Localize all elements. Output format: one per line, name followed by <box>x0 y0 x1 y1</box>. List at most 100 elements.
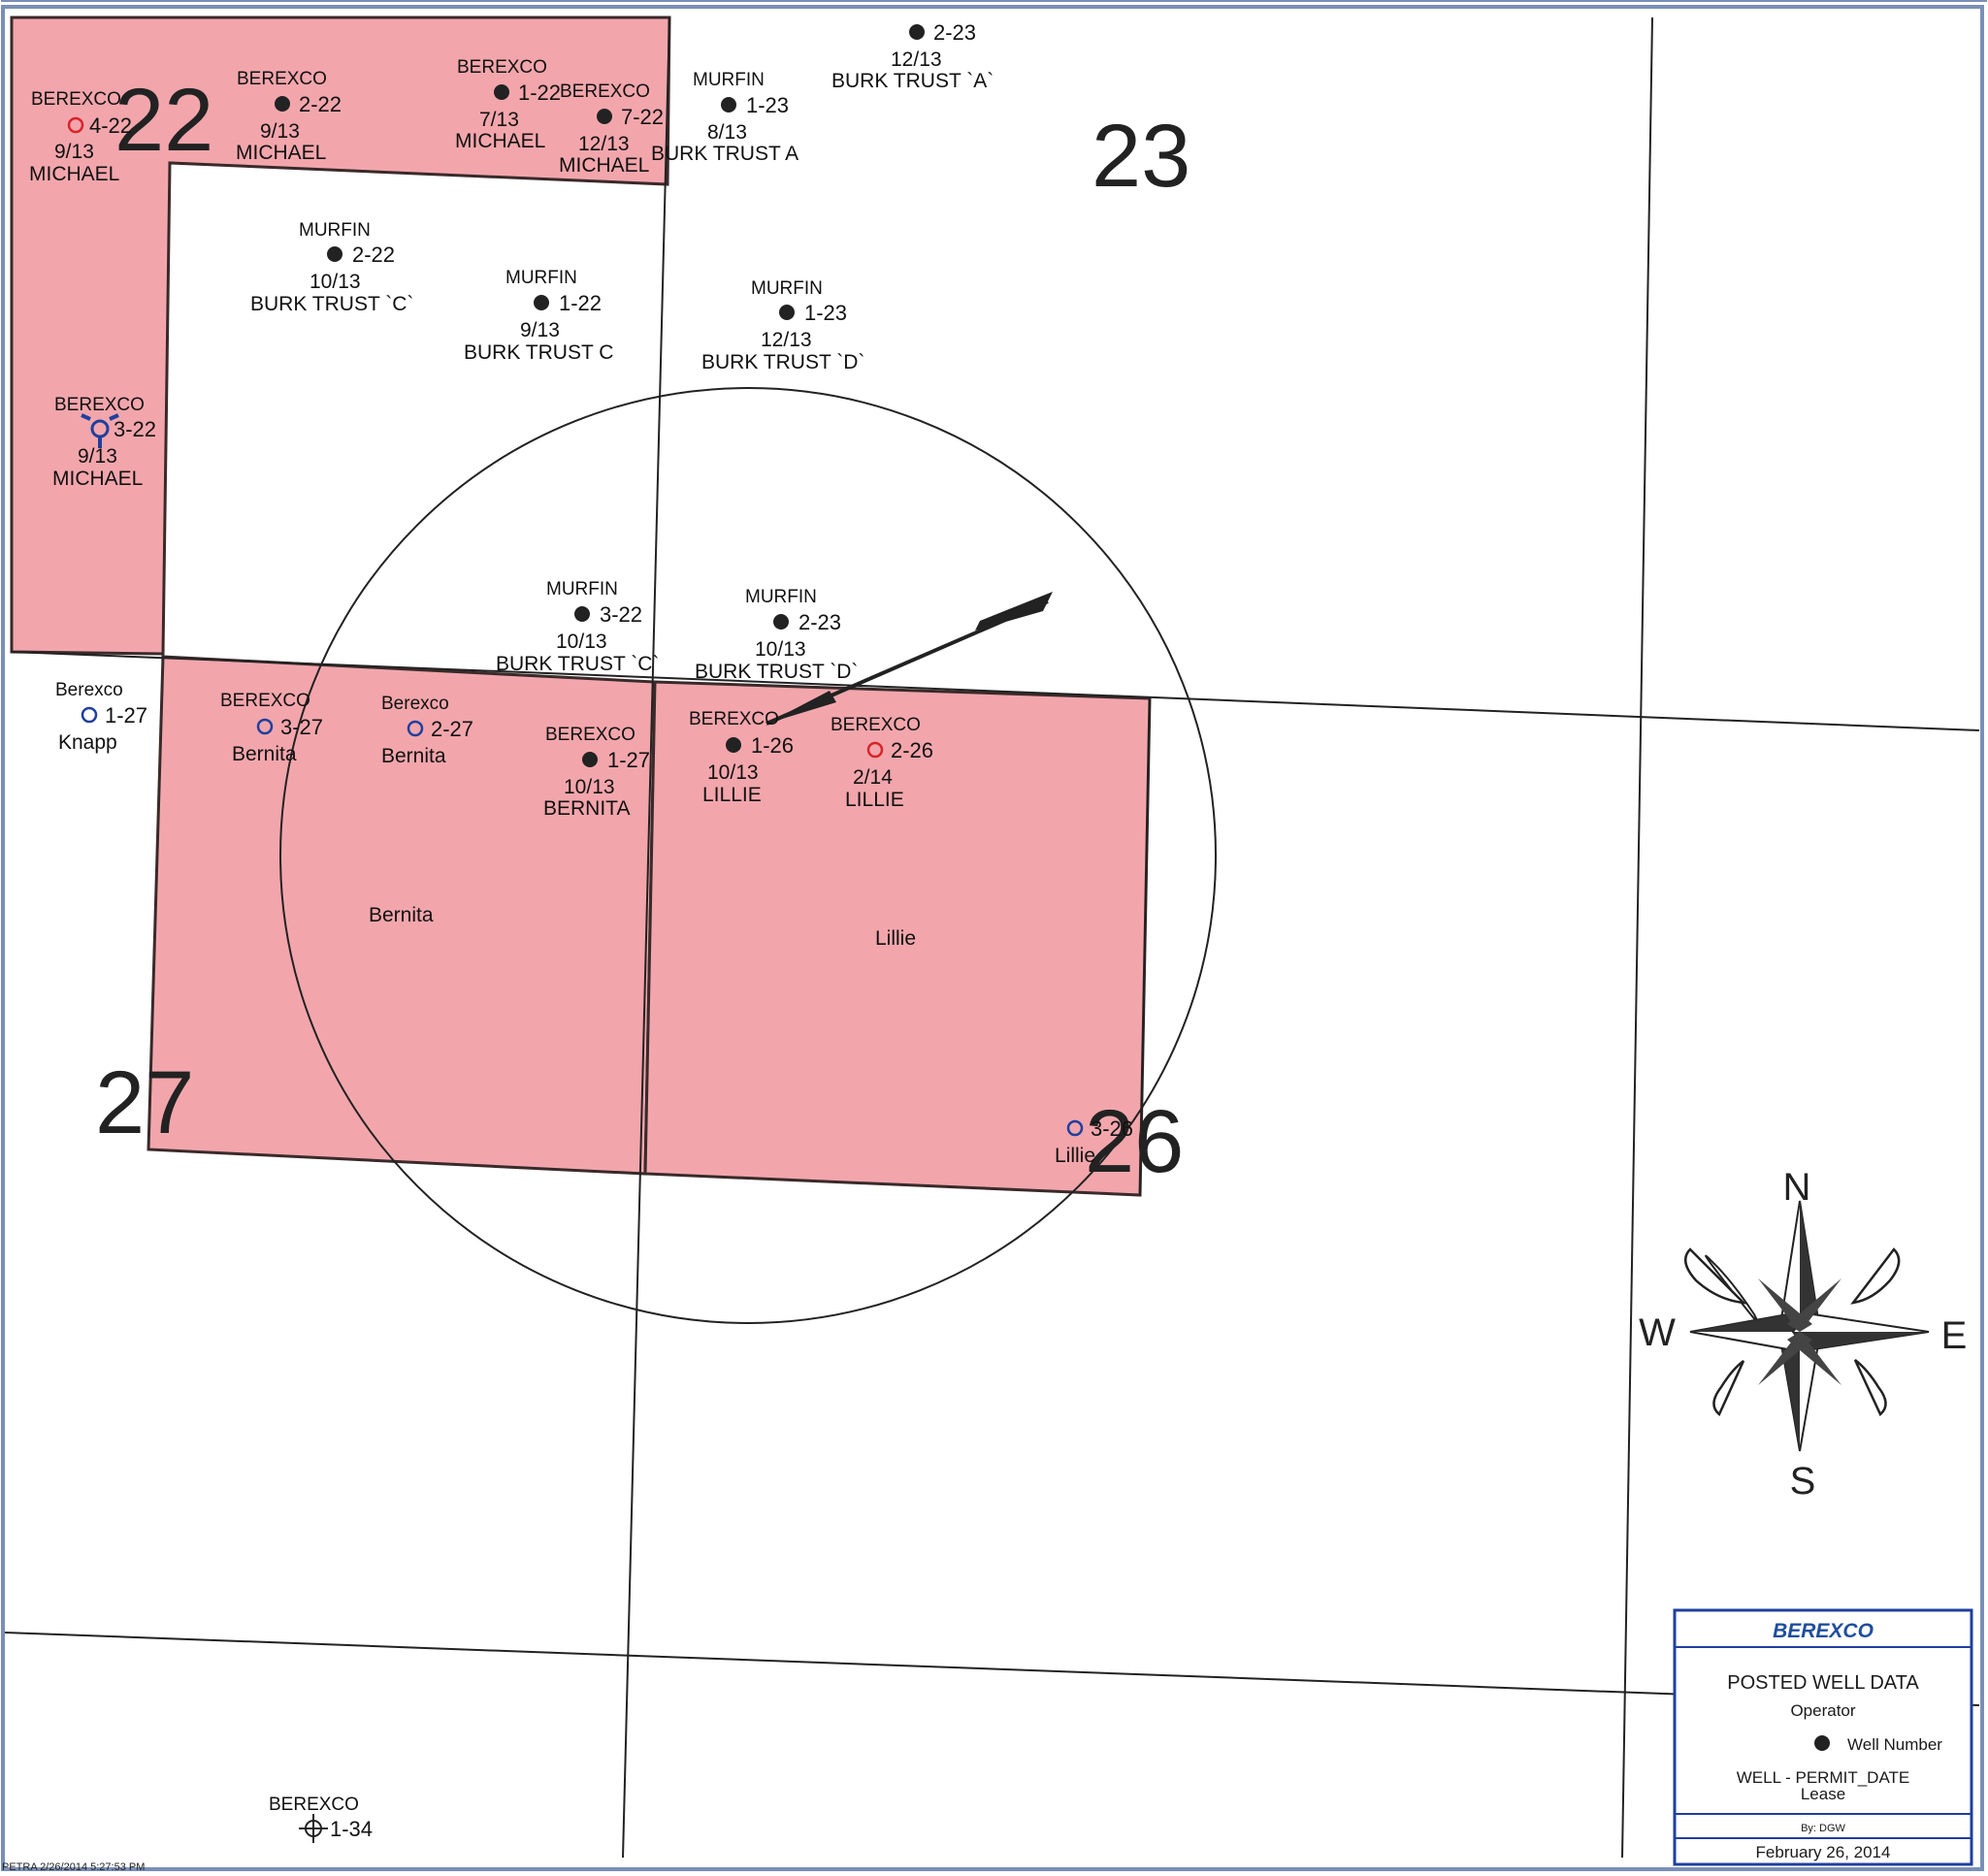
well-4-22[interactable]: BEREXCO 4-22 9/13 MICHAEL <box>29 89 132 185</box>
svg-text:7-22: 7-22 <box>621 105 664 129</box>
svg-text:1-27: 1-27 <box>607 748 650 772</box>
svg-text:Knapp: Knapp <box>58 731 117 754</box>
oil-well-icon <box>582 752 598 767</box>
map-frame <box>1 5 1984 1871</box>
footer-stamp: PETRA 2/26/2014 5:27:53 PM <box>2 1861 145 1873</box>
section-number: 27 <box>95 1053 194 1152</box>
well-2-23-burk-trust-a[interactable]: 2-23 12/13 BURK TRUST `A` <box>831 20 994 92</box>
svg-text:Berexco: Berexco <box>381 694 449 714</box>
oil-well-icon <box>909 24 925 40</box>
permit-well-icon <box>67 116 84 134</box>
well-2-27[interactable]: Berexco 2-27 Bernita <box>381 694 473 767</box>
lease-label: Lillie <box>875 927 916 950</box>
well-2-22-berexco[interactable]: BEREXCO 2-22 9/13 MICHAEL <box>236 69 342 164</box>
svg-text:7/13: 7/13 <box>479 109 519 131</box>
compass-south: S <box>1790 1460 1816 1503</box>
svg-text:2/14: 2/14 <box>853 766 893 789</box>
section-grid <box>4 16 1980 1859</box>
svg-text:MICHAEL: MICHAEL <box>559 154 649 177</box>
svg-text:MICHAEL: MICHAEL <box>236 142 326 164</box>
svg-text:MICHAEL: MICHAEL <box>455 130 545 152</box>
svg-text:Lillie: Lillie <box>1055 1145 1095 1167</box>
svg-text:BURK TRUST `A`: BURK TRUST `A` <box>831 70 994 92</box>
svg-text:12/13: 12/13 <box>578 133 630 155</box>
well-1-23-burk-trust-a[interactable]: MURFIN 1-23 8/13 BURK TRUST A <box>651 70 798 165</box>
compass-east: E <box>1941 1314 1968 1357</box>
svg-text:8/13: 8/13 <box>707 121 747 144</box>
map-date: February 26, 2014 <box>1756 1843 1891 1861</box>
oil-well-icon <box>275 96 290 112</box>
svg-text:MICHAEL: MICHAEL <box>29 163 119 185</box>
svg-text:2-26: 2-26 <box>891 738 933 762</box>
svg-text:BEREXCO: BEREXCO <box>831 715 921 735</box>
svg-text:4-22: 4-22 <box>89 113 132 138</box>
svg-text:12/13: 12/13 <box>761 329 812 351</box>
section-number: 23 <box>1092 107 1190 206</box>
lease-label: Bernita <box>369 904 434 926</box>
dry-hole-icon <box>299 1814 328 1843</box>
svg-text:BEREXCO: BEREXCO <box>269 1795 359 1815</box>
svg-text:BEREXCO: BEREXCO <box>31 89 121 110</box>
well-1-22-berexco[interactable]: BEREXCO 1-22 7/13 MICHAEL <box>455 57 561 152</box>
svg-text:Bernita: Bernita <box>232 743 297 765</box>
svg-text:9/13: 9/13 <box>78 445 117 468</box>
oil-well-icon <box>597 109 612 124</box>
well-2-22-murfin[interactable]: MURFIN 2-22 10/13 BURK TRUST `C` <box>250 220 413 315</box>
svg-text:BEREXCO: BEREXCO <box>689 709 779 729</box>
svg-text:3-22: 3-22 <box>114 417 156 441</box>
compass-rose: N S E W <box>1639 1166 1967 1503</box>
oil-well-icon <box>773 614 789 630</box>
svg-text:3-27: 3-27 <box>280 715 323 739</box>
svg-text:BEREXCO: BEREXCO <box>545 725 636 745</box>
svg-text:9/13: 9/13 <box>520 319 560 341</box>
svg-text:2-23: 2-23 <box>798 610 841 634</box>
well-1-34[interactable]: BEREXCO 1-34 <box>269 1795 373 1843</box>
well-1-27-knapp[interactable]: Berexco 1-27 Knapp <box>55 680 147 754</box>
svg-text:9/13: 9/13 <box>54 141 94 163</box>
svg-text:BEREXCO: BEREXCO <box>54 395 145 415</box>
svg-text:BEREXCO: BEREXCO <box>560 81 650 102</box>
well-1-22-murfin[interactable]: MURFIN 1-22 9/13 BURK TRUST C <box>464 268 613 364</box>
oil-well-icon <box>721 97 736 113</box>
location-well-icon <box>1066 1119 1084 1137</box>
location-well-icon <box>256 718 274 735</box>
well-3-27[interactable]: BEREXCO 3-27 Bernita <box>220 691 323 765</box>
svg-text:BURK TRUST `C`: BURK TRUST `C` <box>496 653 659 675</box>
svg-text:2-22: 2-22 <box>299 92 342 116</box>
well-2-26[interactable]: BEREXCO 2-26 2/14 LILLIE <box>831 715 933 811</box>
svg-text:1-22: 1-22 <box>518 81 561 105</box>
svg-text:BURK TRUST `C`: BURK TRUST `C` <box>250 293 413 315</box>
svg-text:LILLIE: LILLIE <box>702 784 762 806</box>
oil-well-icon <box>534 295 549 310</box>
svg-text:1-34: 1-34 <box>330 1817 373 1841</box>
svg-text:BERNITA: BERNITA <box>543 797 630 820</box>
svg-text:MURFIN: MURFIN <box>751 278 823 299</box>
svg-text:1-26: 1-26 <box>751 733 794 758</box>
svg-text:2-22: 2-22 <box>352 243 395 267</box>
well-3-22-murfin[interactable]: MURFIN 3-22 10/13 BURK TRUST `C` <box>496 579 659 675</box>
svg-text:BURK TRUST C: BURK TRUST C <box>464 341 613 364</box>
well-3-22-berexco[interactable]: BEREXCO 3-22 9/13 MICHAEL <box>52 395 156 490</box>
section-number: 26 <box>1085 1092 1184 1191</box>
svg-text:BEREXCO: BEREXCO <box>220 691 310 711</box>
well-2-23-burk-trust-d[interactable]: MURFIN 2-23 10/13 BURK TRUST `D` <box>695 587 858 683</box>
well-1-27-bernita[interactable]: BEREXCO 1-27 10/13 BERNITA <box>543 725 650 820</box>
svg-text:BEREXCO: BEREXCO <box>457 57 547 78</box>
oil-well-icon <box>1814 1735 1830 1751</box>
drawn-by: By: DGW <box>1801 1823 1845 1834</box>
radius-circle <box>279 387 1217 1324</box>
location-well-icon <box>407 720 424 737</box>
oil-well-icon <box>779 305 795 320</box>
well-3-26[interactable]: 3-26 Lillie <box>1055 1116 1133 1167</box>
svg-text:MURFIN: MURFIN <box>299 220 371 241</box>
well-1-26[interactable]: BEREXCO 1-26 10/13 LILLIE <box>689 709 794 806</box>
oil-well-icon <box>327 246 342 262</box>
svg-text:MURFIN: MURFIN <box>546 579 618 599</box>
svg-text:1-23: 1-23 <box>804 301 847 325</box>
svg-text:BURK TRUST A: BURK TRUST A <box>651 143 798 165</box>
svg-text:10/13: 10/13 <box>755 638 806 661</box>
well-1-23-burk-trust-d[interactable]: MURFIN 1-23 12/13 BURK TRUST `D` <box>701 278 864 373</box>
svg-text:Bernita: Bernita <box>381 745 446 767</box>
well-7-22[interactable]: BEREXCO 7-22 12/13 MICHAEL <box>559 81 664 177</box>
